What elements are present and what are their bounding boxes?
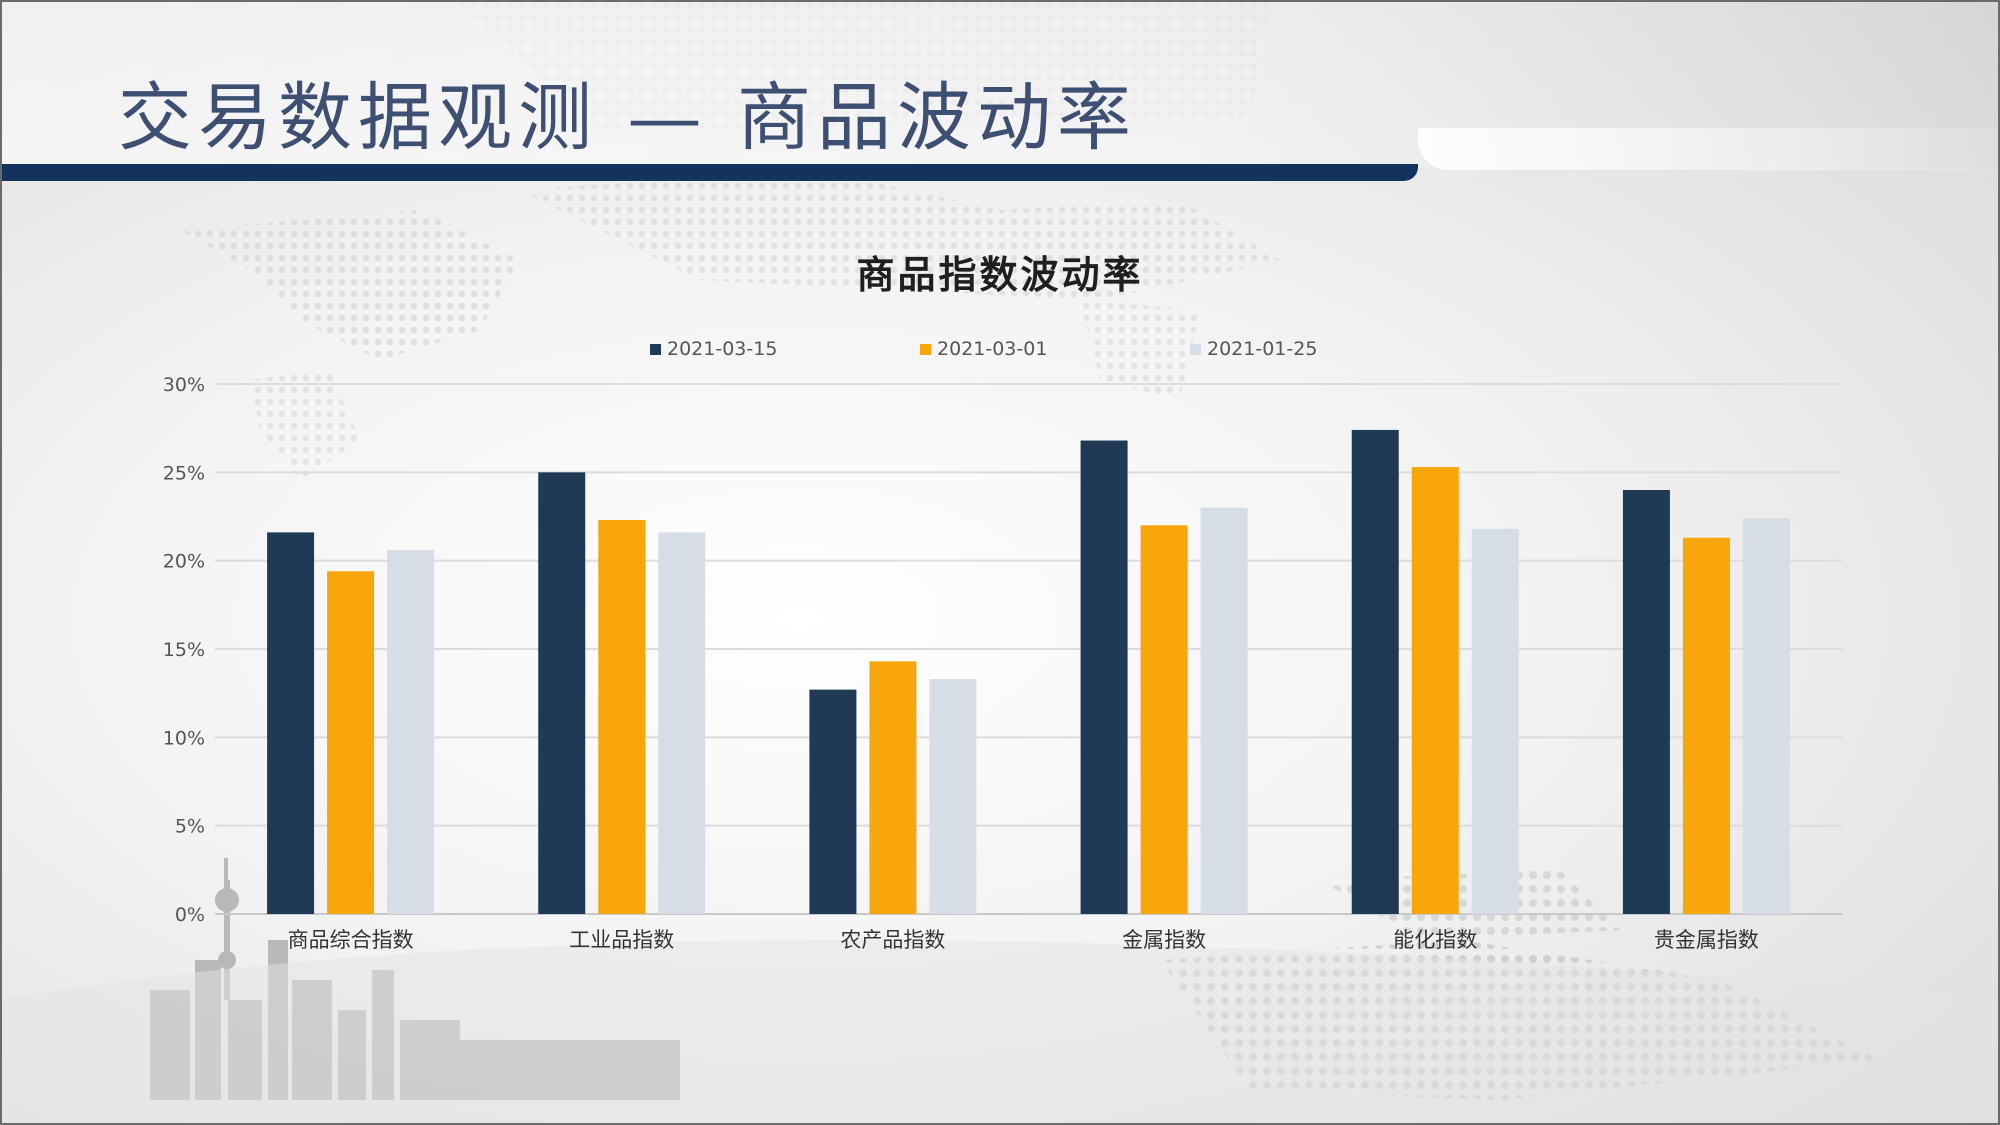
bar-5-series-3	[1471, 528, 1519, 914]
legend-label-series-3: 2021-01-25	[1207, 338, 1318, 360]
bar-3-series-3	[929, 679, 977, 914]
bar-2-series-3	[658, 532, 706, 914]
bar-1-series-2	[327, 571, 375, 914]
title-bar-shine	[1418, 128, 2000, 170]
x-category-label: 工业品指数	[569, 928, 674, 952]
y-tick-label: 10%	[163, 727, 205, 749]
y-tick-label: 5%	[175, 816, 205, 838]
bar-4-series-1	[1080, 440, 1128, 914]
bar-1-series-3	[387, 550, 435, 914]
y-tick-label: 25%	[163, 462, 205, 484]
page-title: 交易数据观测 — 商品波动率	[118, 75, 1138, 161]
y-axis-labels: 0% 5% 10% 15% 20% 25% 30%	[163, 374, 205, 926]
x-category-label: 商品综合指数	[288, 928, 414, 952]
bar-2-series-1	[538, 472, 586, 914]
legend-item-series-3: 2021-01-25	[1190, 338, 1460, 360]
legend-swatch-series-1	[650, 343, 661, 355]
x-category-label: 贵金属指数	[1654, 928, 1759, 952]
legend-item-series-2: 2021-03-01	[920, 338, 1190, 360]
bar-3-series-1	[809, 689, 857, 914]
bar-6-series-3	[1742, 518, 1790, 914]
bar-1-series-1	[267, 532, 315, 914]
chart-legend: 2021-03-15 2021-03-01 2021-01-25	[650, 338, 1460, 360]
bar-2-series-2	[598, 520, 646, 914]
y-tick-label: 15%	[163, 639, 205, 661]
bar-layer	[267, 429, 1790, 914]
bar-3-series-2	[869, 661, 917, 914]
bar-6-series-2	[1682, 537, 1730, 914]
legend-label-series-2: 2021-03-01	[937, 338, 1048, 360]
bar-4-series-2	[1140, 525, 1188, 914]
x-category-label: 农产品指数	[840, 928, 945, 952]
bar-6-series-1	[1622, 490, 1670, 914]
title-underline-bar	[0, 164, 1418, 181]
y-tick-label: 30%	[163, 374, 205, 396]
legend-swatch-series-2	[920, 343, 931, 355]
x-category-label: 能化指数	[1393, 928, 1477, 952]
y-tick-label: 20%	[163, 551, 205, 573]
bar-5-series-1	[1351, 429, 1399, 914]
legend-swatch-series-3	[1190, 343, 1201, 355]
chart-title: 商品指数波动率	[856, 252, 1144, 297]
y-tick-label: 0%	[175, 904, 205, 926]
legend-label-series-1: 2021-03-15	[667, 338, 778, 360]
bar-4-series-3	[1200, 507, 1248, 914]
grid-layer	[215, 383, 1842, 915]
bar-5-series-2	[1411, 467, 1459, 914]
x-category-label: 金属指数	[1122, 928, 1206, 952]
legend-item-series-1: 2021-03-15	[650, 338, 920, 360]
x-axis-labels: 商品综合指数 工业品指数 农产品指数 金属指数 能化指数 贵金属指数	[288, 928, 1759, 952]
